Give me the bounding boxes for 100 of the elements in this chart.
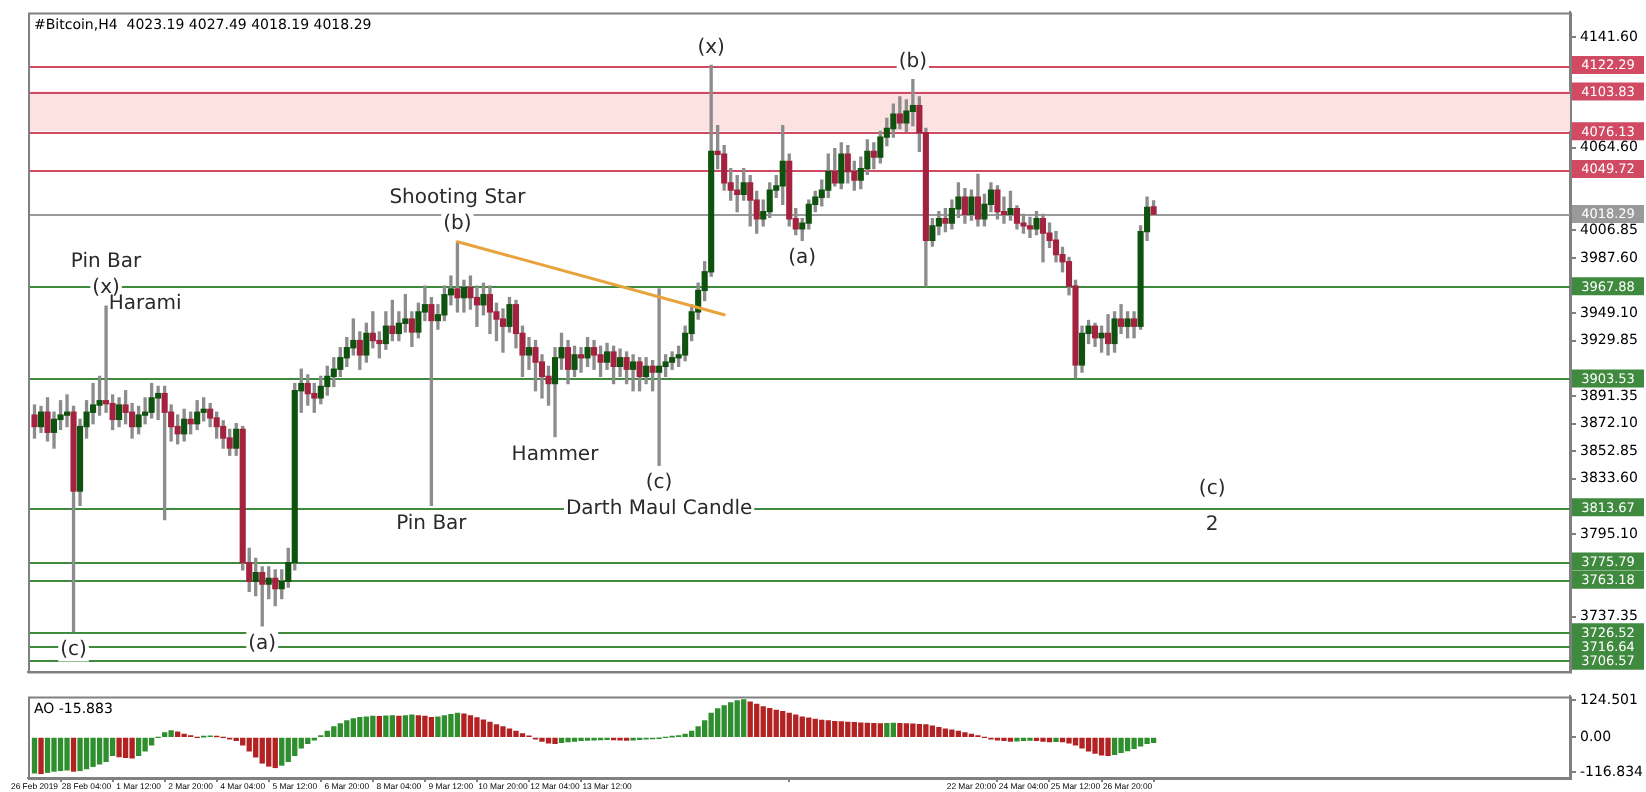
bar bbox=[129, 737, 135, 759]
candlestick bbox=[1026, 216, 1034, 239]
bar bbox=[565, 737, 571, 743]
bar bbox=[884, 723, 890, 738]
bar bbox=[96, 737, 103, 765]
bar bbox=[545, 737, 552, 744]
bar bbox=[949, 729, 955, 738]
bar bbox=[285, 737, 291, 763]
annotation: Pin Bar bbox=[70, 251, 144, 274]
bar bbox=[279, 737, 285, 766]
bar bbox=[116, 737, 122, 758]
annotation: Darth Maul Candle bbox=[565, 498, 753, 521]
bar bbox=[259, 737, 265, 764]
bar bbox=[838, 721, 844, 738]
bar bbox=[715, 708, 721, 738]
bar bbox=[266, 737, 272, 767]
bar bbox=[83, 737, 90, 770]
annotation: Pin Bar bbox=[396, 512, 469, 535]
bar bbox=[1098, 737, 1105, 756]
bar bbox=[1053, 737, 1059, 743]
bar bbox=[832, 720, 838, 738]
bar bbox=[1150, 737, 1157, 743]
bar bbox=[741, 699, 747, 738]
bar bbox=[864, 722, 870, 738]
bar bbox=[454, 712, 461, 738]
bar bbox=[760, 706, 766, 738]
bar bbox=[1092, 737, 1098, 754]
bar bbox=[1105, 737, 1111, 757]
bar bbox=[396, 715, 402, 738]
bar bbox=[916, 723, 923, 738]
bar bbox=[467, 715, 474, 738]
bar bbox=[1137, 737, 1144, 747]
bar bbox=[240, 737, 246, 746]
bar bbox=[708, 712, 714, 738]
bar bbox=[923, 724, 929, 738]
bar bbox=[721, 705, 727, 738]
bar bbox=[441, 715, 448, 738]
bar bbox=[767, 708, 773, 738]
bar bbox=[910, 723, 916, 738]
bar bbox=[1118, 737, 1124, 754]
bar bbox=[962, 732, 968, 738]
bar bbox=[292, 737, 298, 757]
bar bbox=[168, 730, 174, 738]
bar bbox=[890, 722, 896, 738]
bar bbox=[70, 737, 77, 772]
bar bbox=[1144, 737, 1150, 745]
bar bbox=[474, 717, 480, 738]
bar bbox=[480, 719, 487, 738]
annotation: (x) bbox=[92, 277, 120, 300]
bar bbox=[506, 728, 513, 738]
bar bbox=[877, 723, 883, 738]
bar bbox=[871, 723, 877, 738]
bar bbox=[350, 718, 356, 738]
bar bbox=[897, 723, 903, 738]
annotation: Hammer bbox=[511, 443, 601, 466]
bar bbox=[370, 715, 376, 738]
bar bbox=[109, 737, 116, 757]
bar bbox=[1085, 737, 1092, 752]
bar bbox=[513, 730, 519, 738]
bar bbox=[402, 715, 409, 738]
bar bbox=[780, 711, 786, 738]
bar bbox=[851, 722, 857, 738]
bar bbox=[422, 715, 428, 738]
bar bbox=[461, 713, 467, 738]
bar bbox=[383, 715, 389, 738]
bar bbox=[786, 712, 792, 738]
bar bbox=[64, 737, 70, 771]
bar bbox=[435, 716, 441, 738]
bar bbox=[487, 721, 493, 738]
bar bbox=[773, 709, 779, 738]
bar bbox=[793, 714, 799, 738]
bar bbox=[1079, 737, 1085, 749]
bar bbox=[734, 700, 740, 738]
bar bbox=[103, 737, 109, 763]
bar bbox=[344, 720, 350, 738]
bar bbox=[825, 720, 831, 738]
bar bbox=[1131, 737, 1137, 749]
bar bbox=[493, 724, 500, 738]
bar bbox=[1072, 737, 1079, 746]
bar bbox=[1066, 737, 1072, 744]
bar bbox=[929, 725, 936, 738]
bar bbox=[272, 737, 278, 769]
bar bbox=[161, 732, 168, 738]
bar bbox=[858, 722, 864, 738]
bar bbox=[936, 726, 942, 738]
bar bbox=[122, 737, 129, 758]
bar bbox=[845, 721, 851, 738]
annotation: 2 bbox=[1205, 514, 1219, 537]
candlestick bbox=[630, 354, 637, 392]
annotation: (a) bbox=[788, 247, 817, 270]
bar bbox=[552, 737, 558, 745]
bar bbox=[1111, 737, 1118, 755]
annotation: (c) bbox=[60, 638, 88, 661]
bar bbox=[799, 716, 805, 738]
bar bbox=[415, 715, 422, 738]
bar bbox=[298, 737, 304, 749]
bar bbox=[695, 726, 701, 738]
bar bbox=[148, 737, 155, 746]
bar bbox=[357, 717, 363, 738]
annotation: (b) bbox=[898, 50, 928, 73]
